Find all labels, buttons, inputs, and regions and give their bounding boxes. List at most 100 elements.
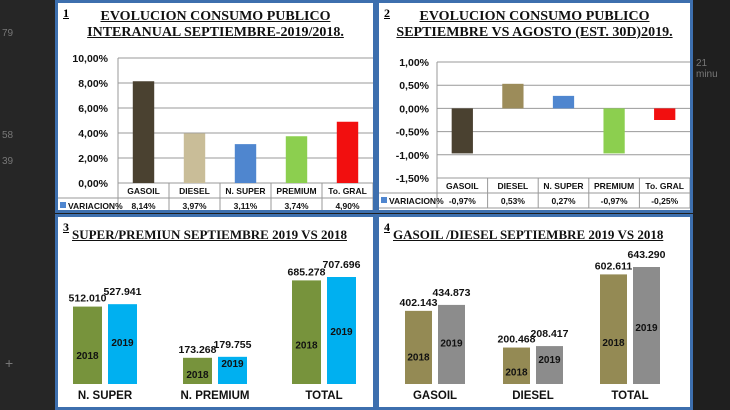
bar xyxy=(654,108,676,120)
chart-title: EVOLUCION CONSUMO PUBLICO SEPTIEMBRE VS A… xyxy=(396,9,673,40)
chart-number: 2 xyxy=(384,6,390,20)
chart-svg: 1,00% 0,50% 0,00% -0,50% -1,00% -1,50% GASOIL -… xyxy=(379,57,690,209)
y-tick-label: 0,00% xyxy=(399,103,429,115)
bar-2018 xyxy=(73,306,102,384)
bar-2019 xyxy=(108,304,137,384)
category-label: PREMIUM xyxy=(276,186,316,196)
value-label: -0,97% xyxy=(601,196,628,206)
series-label: 2018 xyxy=(76,351,99,362)
value-label: 8,14% xyxy=(131,201,156,210)
value-label: 434.873 xyxy=(433,287,471,299)
bar xyxy=(451,108,473,154)
value-label: 602.611 xyxy=(595,260,633,272)
series-label: 2018 xyxy=(505,367,528,378)
category-label: DIESEL xyxy=(498,181,529,191)
chart-number: 1 xyxy=(63,6,69,20)
series-label: 2019 xyxy=(635,323,658,334)
y-tick-label: -0,50% xyxy=(396,127,430,139)
y-tick-label: 8,00% xyxy=(78,78,108,90)
value-label: 4,90% xyxy=(335,201,360,210)
bar xyxy=(552,95,575,109)
bar xyxy=(603,108,625,154)
bar xyxy=(336,121,359,183)
chart-title: GASOIL /DIESEL SEPTIEMBRE 2019 VS 2018 xyxy=(393,227,664,242)
value-label: 3,11% xyxy=(234,201,258,210)
chart-title: EVOLUCION CONSUMO PUBLICO INTERANUAL SEPT… xyxy=(87,9,344,40)
value-label: 402.143 xyxy=(400,297,438,309)
series-label: 2019 xyxy=(440,338,463,349)
y-tick-label: 2,00% xyxy=(78,153,108,165)
category-label: N. SUPER xyxy=(78,390,133,402)
y-tick-label: 1,00% xyxy=(399,57,429,69)
bar-2018 xyxy=(183,357,212,384)
bar-2019 xyxy=(438,304,465,384)
value-label: 707.696 xyxy=(323,259,361,271)
y-tick-label: -1,50% xyxy=(396,173,430,185)
value-label: 173.268 xyxy=(179,344,217,356)
value-label: 685.278 xyxy=(288,266,326,278)
value-label: 3,97% xyxy=(182,201,207,210)
y-tick-label: 6,00% xyxy=(78,103,108,115)
value-label: 0,53% xyxy=(501,196,526,206)
chart-title: SUPER/PREMIUN SEPTIEMBRE 2019 VS 2018 xyxy=(72,227,347,242)
chart-number: 4 xyxy=(384,220,390,234)
value-label: 643.290 xyxy=(628,249,666,261)
series-label: 2018 xyxy=(295,341,318,352)
series-label: 2019 xyxy=(111,338,134,349)
bar-2019 xyxy=(327,277,356,384)
series-label: 2019 xyxy=(538,355,561,366)
chart-svg: 512.010 2018 527.941 2019 N. SUPER 173.268 201… xyxy=(69,259,361,402)
chart-svg: 10,00% 8,00% 6,00% 4,00% 2,00% 0,00% GASOIL 8,1… xyxy=(58,53,373,210)
category-label: DIESEL xyxy=(512,390,554,402)
category-label: To. GRAL xyxy=(645,181,684,191)
y-tick-label: 0,50% xyxy=(399,80,429,92)
value-label: 0,27% xyxy=(551,196,576,206)
chart-panel-3: 3 SUPER/PREMIUN SEPTIEMBRE 2019 VS 2018 … xyxy=(55,214,376,410)
category-label: GASOIL xyxy=(127,186,160,196)
chart-panel-4: 4 GASOIL /DIESEL SEPTIEMBRE 2019 VS 2018… xyxy=(376,214,693,410)
value-label: -0,97% xyxy=(449,196,476,206)
bar xyxy=(285,136,308,183)
background-text: 21 minu xyxy=(696,58,718,80)
background-sidebar xyxy=(0,0,55,410)
bar-2019 xyxy=(633,267,660,384)
chart-svg: 402.143 2018 434.873 2019 GASOIL 200.468 2018 2… xyxy=(400,249,666,402)
series-label: 2018 xyxy=(602,338,625,349)
background-text: 58 xyxy=(2,130,14,141)
value-label: 512.010 xyxy=(69,293,107,305)
category-label: GASOIL xyxy=(446,181,479,191)
legend-label: VARIACION% xyxy=(389,196,444,206)
value-label: 3,74% xyxy=(284,201,309,210)
legend-swatch xyxy=(60,202,66,208)
chart-panel-2: 2 EVOLUCION CONSUMO PUBLICO SEPTIEMBRE VS… xyxy=(376,0,693,213)
bar xyxy=(132,81,155,183)
value-label: 179.755 xyxy=(214,339,252,351)
bar-2019 xyxy=(218,356,247,384)
category-label: TOTAL xyxy=(305,390,342,402)
bar-2018 xyxy=(292,280,321,384)
value-label: 208.417 xyxy=(531,328,569,340)
y-tick-label: 4,00% xyxy=(78,128,108,140)
category-label: PREMIUM xyxy=(594,181,634,191)
legend-swatch xyxy=(381,197,387,203)
bar xyxy=(183,133,206,183)
bar-2018 xyxy=(503,347,530,384)
background-text: + xyxy=(5,355,14,371)
bar xyxy=(234,144,257,183)
category-label: N. PREMIUM xyxy=(181,390,250,402)
category-label: TOTAL xyxy=(611,390,648,402)
series-label: 2018 xyxy=(186,370,209,381)
y-tick-label: 10,00% xyxy=(72,53,108,65)
category-label: N. SUPER xyxy=(225,186,265,196)
y-tick-label: -1,00% xyxy=(396,150,430,162)
chart-panel-1: 1 EVOLUCION CONSUMO PUBLICO INTERANUAL SE… xyxy=(55,0,376,213)
background-text: 39 xyxy=(2,156,14,167)
category-label: N. SUPER xyxy=(543,181,583,191)
bar-2018 xyxy=(405,310,432,384)
series-label: 2019 xyxy=(221,359,244,370)
category-label: GASOIL xyxy=(413,390,457,402)
chart-number: 3 xyxy=(63,220,69,234)
bar xyxy=(502,83,524,109)
legend-label: VARIACION% xyxy=(68,201,123,210)
value-label: 200.468 xyxy=(498,334,536,346)
